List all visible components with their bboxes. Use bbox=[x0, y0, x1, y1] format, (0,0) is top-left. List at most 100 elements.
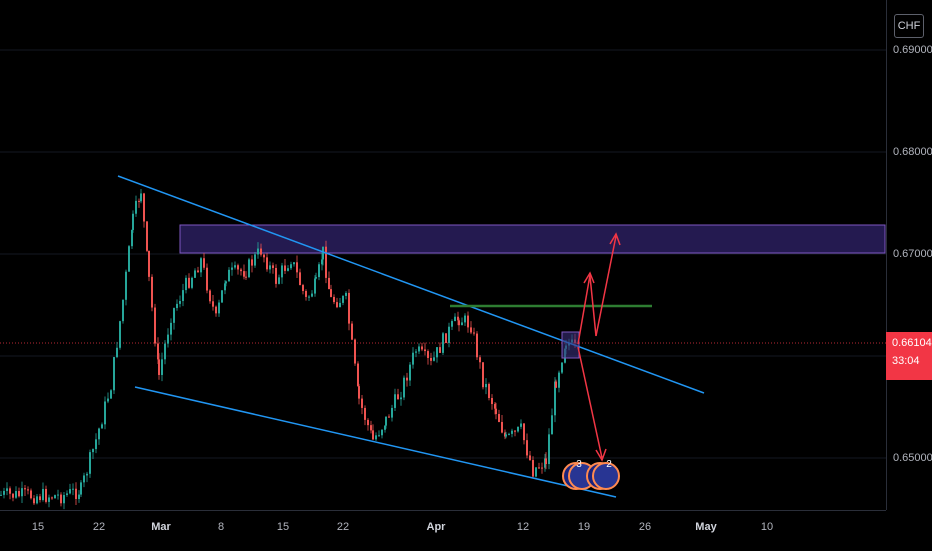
candle-body bbox=[104, 401, 106, 425]
candle-body bbox=[167, 334, 169, 344]
candle-body bbox=[212, 301, 214, 307]
candle-body bbox=[529, 455, 531, 461]
candle-body bbox=[372, 430, 374, 440]
candle-body bbox=[135, 200, 137, 214]
candle-body bbox=[151, 276, 153, 308]
candle-body bbox=[107, 398, 109, 402]
candle-body bbox=[251, 259, 253, 266]
candle-body bbox=[412, 352, 414, 365]
candle-body bbox=[548, 434, 550, 465]
bar-countdown: 33:04 bbox=[892, 355, 920, 367]
candle-body bbox=[315, 277, 317, 279]
candle-body bbox=[406, 377, 408, 381]
candle-body bbox=[157, 343, 159, 360]
time-label-apr: Apr bbox=[426, 521, 446, 533]
breakout-box[interactable] bbox=[561, 331, 580, 359]
candle-body bbox=[476, 333, 478, 358]
candle-body bbox=[182, 290, 184, 302]
upper-trendline[interactable] bbox=[117, 175, 705, 394]
candle-body bbox=[520, 423, 522, 427]
candle-body bbox=[143, 193, 145, 222]
price-chart[interactable]: 3 2 bbox=[0, 0, 886, 510]
candle-body bbox=[430, 357, 432, 361]
current-price-value: 0.66104 bbox=[892, 337, 932, 349]
time-axis[interactable]: 15 22 Mar 8 15 22 Apr 12 19 26 May 10 bbox=[0, 510, 886, 551]
candle-body bbox=[173, 308, 175, 323]
candle-body bbox=[328, 277, 330, 290]
candle-body bbox=[225, 281, 227, 284]
candle-body bbox=[501, 421, 503, 433]
candle-body bbox=[48, 497, 50, 502]
candle-body bbox=[275, 267, 277, 284]
candle-body bbox=[158, 359, 160, 375]
candle-body bbox=[148, 250, 150, 277]
candle-body bbox=[391, 407, 393, 418]
candle-body bbox=[436, 347, 438, 358]
candle-body bbox=[245, 276, 247, 278]
candle-body bbox=[284, 265, 286, 271]
candle-body bbox=[293, 262, 295, 265]
time-label-12-apr: 12 bbox=[516, 521, 530, 533]
candle-body bbox=[95, 439, 97, 450]
time-label-10-may: 10 bbox=[760, 521, 774, 533]
candle-body bbox=[388, 416, 390, 418]
badge-group-2[interactable]: 2 bbox=[586, 459, 620, 490]
candle-body bbox=[69, 489, 71, 494]
candle-body bbox=[18, 491, 20, 497]
candle-body bbox=[12, 493, 14, 498]
candle-body bbox=[517, 426, 519, 432]
candle-body bbox=[287, 268, 289, 271]
candle-body bbox=[427, 351, 429, 358]
candle-body bbox=[0, 494, 2, 496]
price-label-0-68: 0.68000 bbox=[893, 146, 932, 158]
lower-trendline[interactable] bbox=[134, 386, 617, 498]
candle-body bbox=[378, 435, 380, 437]
candle-body bbox=[418, 346, 420, 352]
time-label-mar: Mar bbox=[151, 521, 171, 533]
price-label-0-65: 0.65000 bbox=[893, 452, 932, 464]
candle-body bbox=[9, 488, 11, 494]
time-label-26-apr: 26 bbox=[638, 521, 652, 533]
candle-body bbox=[545, 458, 547, 465]
candle-body bbox=[122, 299, 124, 322]
candle-body bbox=[336, 302, 338, 308]
price-axis[interactable]: 0.69000 0.68000 0.67000 0.65000 bbox=[886, 0, 932, 510]
candle-body bbox=[131, 229, 133, 247]
candle-body bbox=[15, 491, 17, 498]
time-label-22-mar: 22 bbox=[336, 521, 350, 533]
price-label-0-67: 0.67000 bbox=[893, 248, 932, 260]
candle-body bbox=[348, 292, 350, 324]
candle-body bbox=[83, 475, 85, 483]
candle-body bbox=[221, 290, 223, 303]
candle-body bbox=[197, 270, 199, 273]
candle-body bbox=[75, 488, 77, 499]
chart-area[interactable]: 3 2 bbox=[0, 0, 886, 510]
candle-body bbox=[495, 408, 497, 415]
candle-body bbox=[491, 398, 493, 405]
currency-button[interactable]: CHF bbox=[894, 14, 924, 38]
supply-zone[interactable] bbox=[179, 224, 886, 254]
candle-body bbox=[278, 277, 280, 284]
candle-body bbox=[535, 467, 537, 477]
candle-body bbox=[179, 301, 181, 304]
projection-arrows bbox=[577, 232, 621, 462]
candle-body bbox=[400, 397, 402, 400]
candle-body bbox=[354, 339, 356, 364]
candle-body bbox=[6, 488, 8, 491]
candle-body bbox=[281, 265, 283, 278]
time-label-may: May bbox=[695, 521, 717, 533]
candle-body bbox=[314, 278, 316, 294]
candle-body bbox=[361, 398, 363, 408]
candle-body bbox=[385, 416, 387, 426]
price-label-0-69: 0.69000 bbox=[893, 44, 932, 56]
candle-body bbox=[470, 327, 472, 333]
candle-body bbox=[248, 259, 250, 278]
candle-body bbox=[51, 497, 53, 499]
currency-label: CHF bbox=[897, 20, 921, 32]
candle-body bbox=[457, 316, 459, 321]
candle-body bbox=[311, 293, 313, 297]
candle-body bbox=[254, 254, 256, 266]
candle-body bbox=[231, 267, 233, 270]
candle-body bbox=[3, 490, 5, 495]
candle-body bbox=[424, 349, 426, 352]
